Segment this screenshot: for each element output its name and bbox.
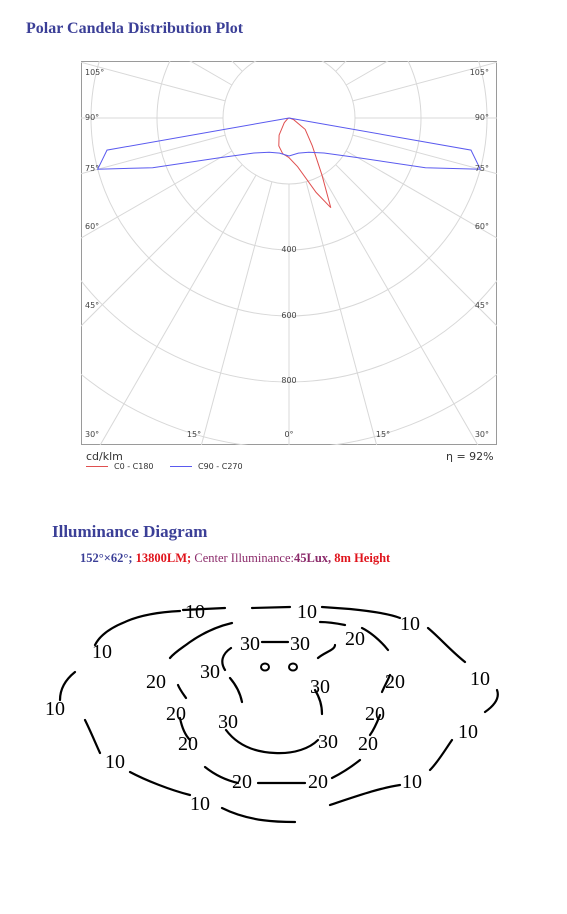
isolux-label-20: 20 bbox=[365, 703, 385, 725]
isolux-contour-30 bbox=[221, 640, 337, 755]
grid-spoke bbox=[81, 150, 233, 239]
isolux-label-20: 20 bbox=[178, 733, 198, 755]
isolux-center-mark-right bbox=[288, 662, 298, 672]
angle-label-right: 90° bbox=[475, 113, 489, 122]
isolux-label-10: 10 bbox=[92, 641, 112, 663]
radial-tick-label: 400 bbox=[281, 245, 296, 254]
efficiency-label: η = 92% bbox=[446, 450, 494, 463]
angle-label-left: 105° bbox=[85, 68, 104, 77]
isolux-label-10: 10 bbox=[458, 721, 478, 743]
center-illuminance-value: 45Lux, bbox=[293, 551, 332, 565]
legend-swatch-c0 bbox=[86, 466, 108, 467]
isolux-label-10: 10 bbox=[45, 698, 65, 720]
grid-spoke bbox=[305, 181, 378, 445]
angle-label-right: 60° bbox=[475, 222, 489, 231]
illuminance-title: Illuminance Diagram bbox=[52, 522, 208, 541]
isolux-label-10: 10 bbox=[402, 771, 422, 793]
grid-spoke bbox=[352, 61, 497, 102]
radial-tick-label: 600 bbox=[281, 311, 296, 320]
grid-circle bbox=[222, 61, 356, 185]
angle-label-bottom: 15° bbox=[187, 430, 201, 439]
isolux-contour-20 bbox=[168, 620, 392, 785]
isolux-label-30: 30 bbox=[290, 633, 310, 655]
angle-label-right: 105° bbox=[470, 68, 489, 77]
angle-label-right: 30° bbox=[475, 430, 489, 439]
grid-spoke bbox=[352, 134, 497, 175]
angle-label-left: 30° bbox=[85, 430, 99, 439]
illuminance-spec: 152°×62°; 13800LM; Center Illuminance:45… bbox=[80, 551, 390, 566]
center-illuminance-label: Center Illuminance: bbox=[194, 551, 294, 565]
series-line-c90-c270 bbox=[96, 117, 482, 170]
isolux-label-20: 20 bbox=[146, 671, 166, 693]
grid-spoke bbox=[99, 174, 257, 445]
angle-label-right: 45° bbox=[475, 301, 489, 310]
isolux-label-10: 10 bbox=[185, 601, 205, 623]
legend-label-c90: C90 - C270 bbox=[198, 462, 243, 471]
angle-label-left: 75° bbox=[85, 164, 99, 173]
polar-chart-title: Polar Candela Distribution Plot bbox=[26, 20, 244, 37]
isolux-label-10: 10 bbox=[297, 601, 317, 623]
series-line-c0-c180 bbox=[278, 117, 332, 209]
angle-label-left: 45° bbox=[85, 301, 99, 310]
beam-angle: 152°×62°; bbox=[80, 551, 133, 565]
grid-spoke bbox=[335, 164, 497, 327]
isolux-label-10: 10 bbox=[190, 793, 210, 815]
isolux-label-20: 20 bbox=[345, 628, 365, 650]
isolux-label-10: 10 bbox=[105, 751, 125, 773]
polar-grid bbox=[81, 61, 497, 445]
isolux-label-30: 30 bbox=[318, 731, 338, 753]
grid-spoke bbox=[345, 150, 497, 239]
polar-candela-chart: 105° 90° 75° 60° 45° 30° 105° 90° 75° 60° 45° 30° 15… bbox=[81, 61, 497, 445]
isolux-contour-10 bbox=[58, 605, 499, 824]
angle-label-bottom: 15° bbox=[376, 430, 390, 439]
grid-spoke bbox=[200, 181, 273, 445]
unit-label: cd/klm bbox=[86, 450, 123, 463]
isolux-label-10: 10 bbox=[400, 613, 420, 635]
grid-spoke bbox=[81, 164, 243, 327]
grid-spoke bbox=[231, 61, 243, 72]
isolux-label-30: 30 bbox=[200, 661, 220, 683]
isolux-label-30: 30 bbox=[218, 711, 238, 733]
legend-item-c0: C0 - C180 bbox=[86, 462, 154, 471]
isolux-label-20: 20 bbox=[166, 703, 186, 725]
mounting-height: 8m Height bbox=[334, 551, 391, 565]
isolux-center-mark-left bbox=[260, 662, 270, 672]
isolux-label-30: 30 bbox=[310, 676, 330, 698]
legend-item-c90: C90 - C270 bbox=[170, 462, 243, 471]
legend-label-c0: C0 - C180 bbox=[114, 462, 154, 471]
radial-tick-label: 800 bbox=[281, 376, 296, 385]
angle-label-left: 90° bbox=[85, 113, 99, 122]
angle-label-left: 60° bbox=[85, 222, 99, 231]
grid-spoke bbox=[81, 61, 226, 102]
isolux-label-20: 20 bbox=[385, 671, 405, 693]
isolux-label-30: 30 bbox=[240, 633, 260, 655]
angle-label-right: 75° bbox=[475, 164, 489, 173]
isolux-label-20: 20 bbox=[232, 771, 252, 793]
angle-label-bottom: 0° bbox=[284, 430, 293, 439]
isolux-label-10: 10 bbox=[470, 668, 490, 690]
isolux-label-20: 20 bbox=[358, 733, 378, 755]
lumen-value: 13800LM; bbox=[135, 551, 192, 565]
grid-spoke bbox=[321, 174, 479, 445]
isolux-label-20: 20 bbox=[308, 771, 328, 793]
grid-spoke bbox=[81, 134, 226, 175]
legend-swatch-c90 bbox=[170, 466, 192, 467]
